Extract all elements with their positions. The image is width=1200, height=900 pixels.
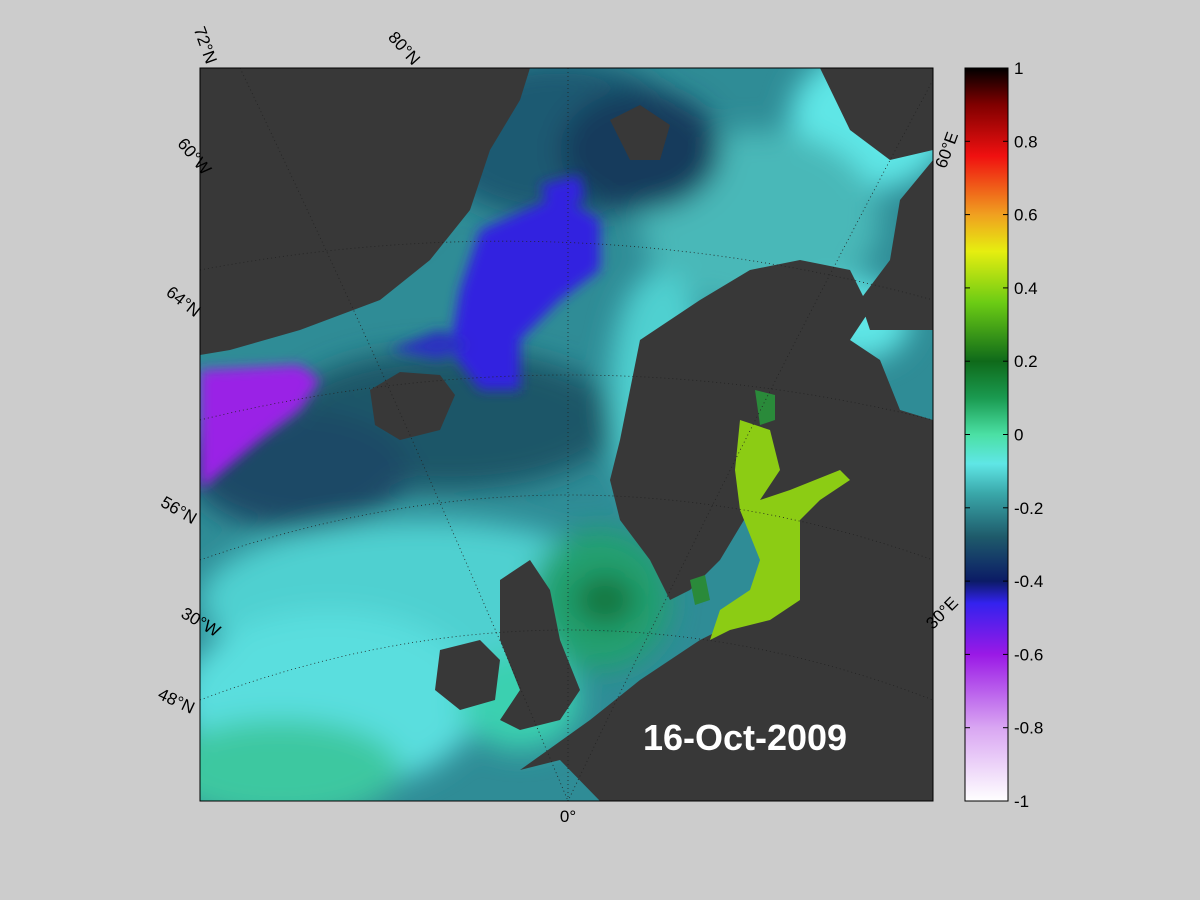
lat-label: 64°N xyxy=(163,282,205,320)
lon-label: 60°E xyxy=(932,129,963,170)
lat-label: 72°N xyxy=(190,24,221,66)
lat-label: 80°N xyxy=(384,28,424,69)
colorbar-tick-label: 0 xyxy=(1014,426,1023,445)
colorbar-tick-label: 1 xyxy=(1014,59,1023,78)
lat-label: 56°N xyxy=(158,493,200,528)
colorbar-tick-label: -0.4 xyxy=(1014,572,1043,591)
colorbar-tick-label: -0.6 xyxy=(1014,645,1043,664)
colorbar-ticks: -1 -0.8 -0.6 -0.4 -0.2 0 0.2 0.4 0.6 0.8 1 xyxy=(965,59,1043,811)
colorbar-tick-label: -0.8 xyxy=(1014,719,1043,738)
map-frame xyxy=(199,67,934,802)
colorbar-tick-label: 0.6 xyxy=(1014,206,1038,225)
colorbar-tick-label: 0.4 xyxy=(1014,279,1038,298)
map: 16-Oct-2009 xyxy=(200,68,933,801)
lat-label: 48°N xyxy=(155,684,197,717)
colorbar-tick-label: -0.2 xyxy=(1014,499,1043,518)
colorbar-tick-label: 0.8 xyxy=(1014,132,1038,151)
date-label: 16-Oct-2009 xyxy=(643,717,847,758)
colorbar xyxy=(964,67,1009,802)
lon-label: 0° xyxy=(560,807,576,826)
colorbar-tick-label: -1 xyxy=(1014,792,1029,811)
colorbar-tick-label: 0.2 xyxy=(1014,352,1038,371)
